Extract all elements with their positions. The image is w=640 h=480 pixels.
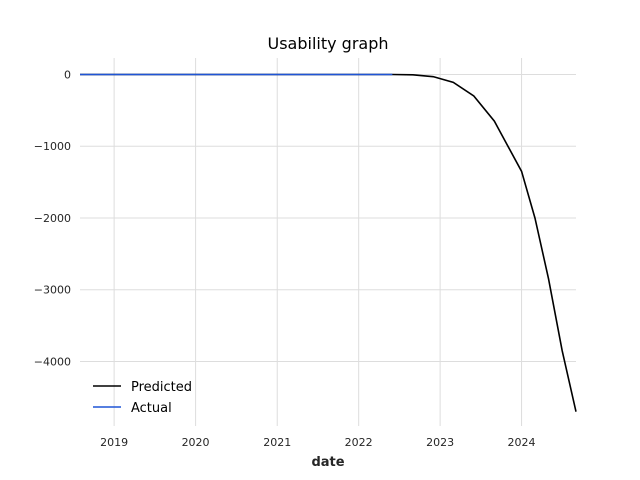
x-tick-label: 2020 xyxy=(182,436,210,449)
x-tick-labels: 2019 2020 2021 2022 2023 2024 xyxy=(100,436,535,449)
legend-label: Actual xyxy=(131,401,172,416)
legend-label: Predicted xyxy=(131,380,192,395)
x-tick-label: 2024 xyxy=(508,436,536,449)
y-tick-label: −2000 xyxy=(34,212,71,225)
x-axis-label: date xyxy=(311,455,344,470)
series-layer xyxy=(80,73,577,412)
x-tick-label: 2021 xyxy=(263,436,291,449)
x-tick-label: 2023 xyxy=(426,436,454,449)
y-tick-label: −1000 xyxy=(34,140,71,153)
x-tick-label: 2022 xyxy=(345,436,373,449)
y-tick-label: −3000 xyxy=(34,284,71,297)
x-tick-label: 2019 xyxy=(100,436,128,449)
legend: Predicted Actual xyxy=(93,380,192,416)
y-tick-labels: 0 −1000 −2000 −3000 −4000 xyxy=(34,68,71,368)
y-tick-label: 0 xyxy=(64,68,71,81)
chart-title: Usability graph xyxy=(267,34,388,53)
grid-layer xyxy=(80,58,576,426)
y-tick-label: −4000 xyxy=(34,355,71,368)
